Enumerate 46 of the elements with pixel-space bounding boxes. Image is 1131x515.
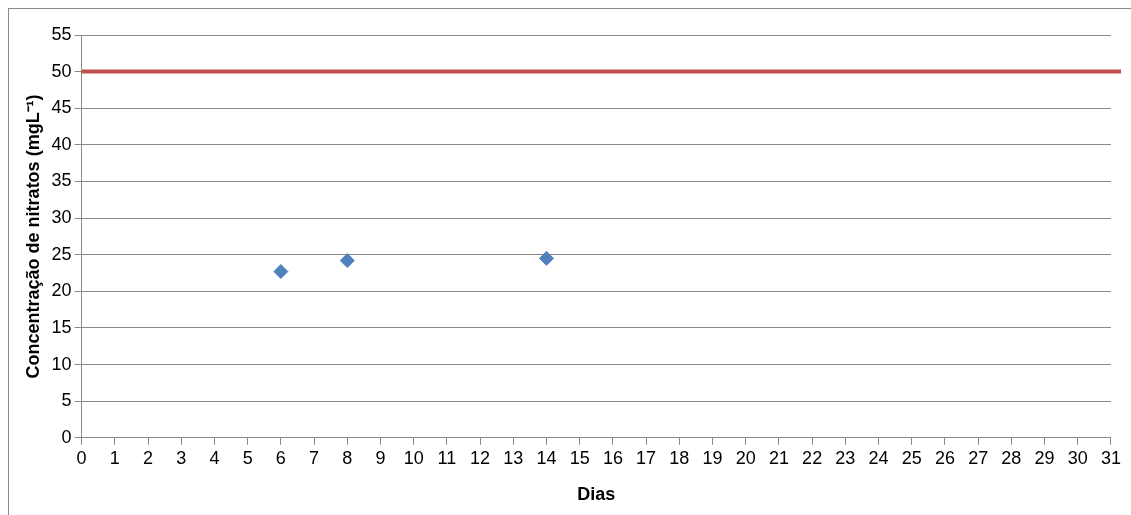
x-tick-label: 30 <box>1067 447 1088 468</box>
x-tick-label: 20 <box>735 447 756 468</box>
y-axis-title: Concentração de nitratos (mgL⁻¹) <box>22 94 43 379</box>
x-axis-title: Dias <box>577 484 616 505</box>
y-tick-label: 25 <box>51 243 72 264</box>
x-tick-label: 16 <box>602 447 623 468</box>
y-tick-label: 55 <box>51 23 72 44</box>
y-tick-label: 30 <box>51 207 72 228</box>
x-tick-label: 1 <box>109 447 120 468</box>
x-tick-label: 8 <box>342 447 353 468</box>
x-tick-label: 13 <box>503 447 524 468</box>
y-tick-label: 35 <box>51 170 72 191</box>
x-tick-label: 14 <box>536 447 557 468</box>
x-tick-label: 18 <box>669 447 690 468</box>
y-tick-label: 45 <box>51 97 72 118</box>
x-tick-label: 26 <box>934 447 955 468</box>
x-tick-label: 27 <box>968 447 989 468</box>
y-tick-label: 50 <box>51 60 72 81</box>
x-tick-label: 7 <box>309 447 320 468</box>
x-tick-label: 23 <box>835 447 856 468</box>
y-tick-label: 0 <box>61 426 72 447</box>
y-tick-label: 40 <box>51 133 72 154</box>
x-tick-label: 10 <box>403 447 424 468</box>
x-tick-label: 24 <box>868 447 889 468</box>
y-tick-label: 10 <box>51 353 72 374</box>
x-tick-label: 4 <box>209 447 220 468</box>
x-tick-label: 9 <box>375 447 386 468</box>
x-tick-label: 11 <box>437 447 457 468</box>
x-tick-label: 15 <box>569 447 590 468</box>
x-tick-label: 6 <box>275 447 286 468</box>
x-tick-label: 22 <box>802 447 823 468</box>
x-tick-label: 28 <box>1001 447 1022 468</box>
x-tick-label: 3 <box>176 447 187 468</box>
x-tick-label: 31 <box>1100 447 1121 468</box>
x-tick-label: 29 <box>1034 447 1055 468</box>
x-tick-label: 0 <box>76 447 87 468</box>
x-tick-label: 25 <box>901 447 922 468</box>
x-tick-label: 17 <box>636 447 657 468</box>
y-tick-label: 20 <box>51 280 72 301</box>
x-tick-label: 21 <box>768 447 789 468</box>
x-tick-label: 12 <box>470 447 491 468</box>
x-tick-label: 2 <box>143 447 154 468</box>
x-tick-label: 19 <box>702 447 723 468</box>
y-tick-label: 15 <box>51 316 72 337</box>
x-tick-label: 5 <box>242 447 253 468</box>
y-tick-label: 5 <box>61 390 72 411</box>
